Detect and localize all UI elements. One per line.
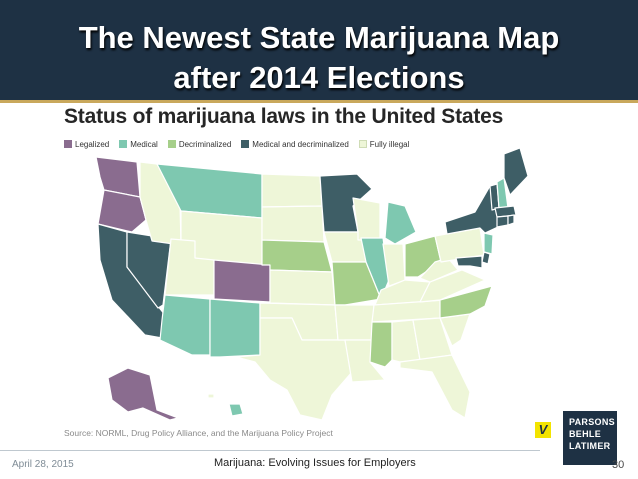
legend-swatch-medical-decriminalized xyxy=(241,140,250,148)
legend-item-medical: Medical xyxy=(119,140,158,149)
state-arkansas xyxy=(334,304,375,341)
legend-label-fully-illegal: Fully illegal xyxy=(369,139,410,149)
legend-item-decriminalized: Decriminalized xyxy=(167,139,232,149)
legend-swatch-decriminalized xyxy=(167,140,176,148)
state-rhode-island xyxy=(507,214,515,226)
legend-swatch-legalized xyxy=(64,140,72,148)
firm-logo: PARSONS BEHLE LATIMER xyxy=(563,411,617,465)
state-new-mexico xyxy=(209,298,261,358)
footer-rule xyxy=(0,450,540,451)
state-arizona xyxy=(159,294,211,356)
slide-header: The Newest State Marijuana Map after 201… xyxy=(0,0,638,100)
state-north-carolina xyxy=(439,285,493,319)
map-title: Status of marijuana laws in the United S… xyxy=(64,105,504,128)
state-north-dakota xyxy=(261,173,323,208)
footer-date: April 28, 2015 xyxy=(12,459,74,470)
state-hawaii-west xyxy=(207,393,215,399)
state-mississippi xyxy=(369,321,393,368)
slide-title-line-2: after 2014 Elections xyxy=(173,60,465,95)
state-kansas xyxy=(269,269,336,306)
state-colorado xyxy=(213,259,271,303)
legend-label-medical-decriminalized: Medical and decriminalized xyxy=(252,139,349,149)
legend-label-legalized: Legalized xyxy=(75,139,110,149)
v-logo: V xyxy=(535,422,551,438)
state-new-jersey xyxy=(483,232,494,255)
state-alaska xyxy=(107,367,179,421)
map-source-note: Source: NORML, Drug Policy Alliance, and… xyxy=(64,428,333,438)
state-maine xyxy=(503,147,529,196)
state-michigan xyxy=(384,201,417,245)
state-south-dakota xyxy=(261,205,325,243)
state-massachusetts xyxy=(494,205,517,218)
state-virginia xyxy=(419,269,486,303)
state-oregon xyxy=(97,189,147,233)
legend-swatch-fully-illegal xyxy=(358,140,367,148)
state-delaware xyxy=(481,251,491,265)
state-florida xyxy=(399,354,471,419)
state-washington xyxy=(95,156,141,198)
state-nebraska xyxy=(261,239,333,273)
firm-logo-line-3: LATIMER xyxy=(569,441,611,451)
map-legend: Legalized Medical Decriminalized Medical… xyxy=(64,137,419,151)
state-missouri xyxy=(331,261,382,306)
header-accent-rule xyxy=(0,100,638,103)
state-hawaii xyxy=(228,403,244,417)
legend-swatch-medical xyxy=(119,140,128,148)
firm-logo-line-1: PARSONS xyxy=(569,417,615,427)
legend-item-medical-decriminalized: Medical and decriminalized xyxy=(241,140,349,149)
page-number: 30 xyxy=(612,459,625,471)
footer-title: Marijuana: Evolving Issues for Employers xyxy=(214,457,416,469)
legend-label-medical: Medical xyxy=(130,139,158,149)
state-connecticut xyxy=(496,215,509,228)
slide-title-line-1: The Newest State Marijuana Map xyxy=(78,20,560,55)
state-louisiana xyxy=(344,339,386,383)
state-texas xyxy=(235,317,353,421)
legend-label-decriminalized: Decriminalized xyxy=(178,139,232,149)
firm-logo-line-2: BEHLE xyxy=(569,429,602,439)
legend-item-legalized: Legalized xyxy=(64,140,109,149)
legend-item-fully-illegal: Fully illegal xyxy=(358,139,410,149)
state-maryland xyxy=(455,255,483,269)
